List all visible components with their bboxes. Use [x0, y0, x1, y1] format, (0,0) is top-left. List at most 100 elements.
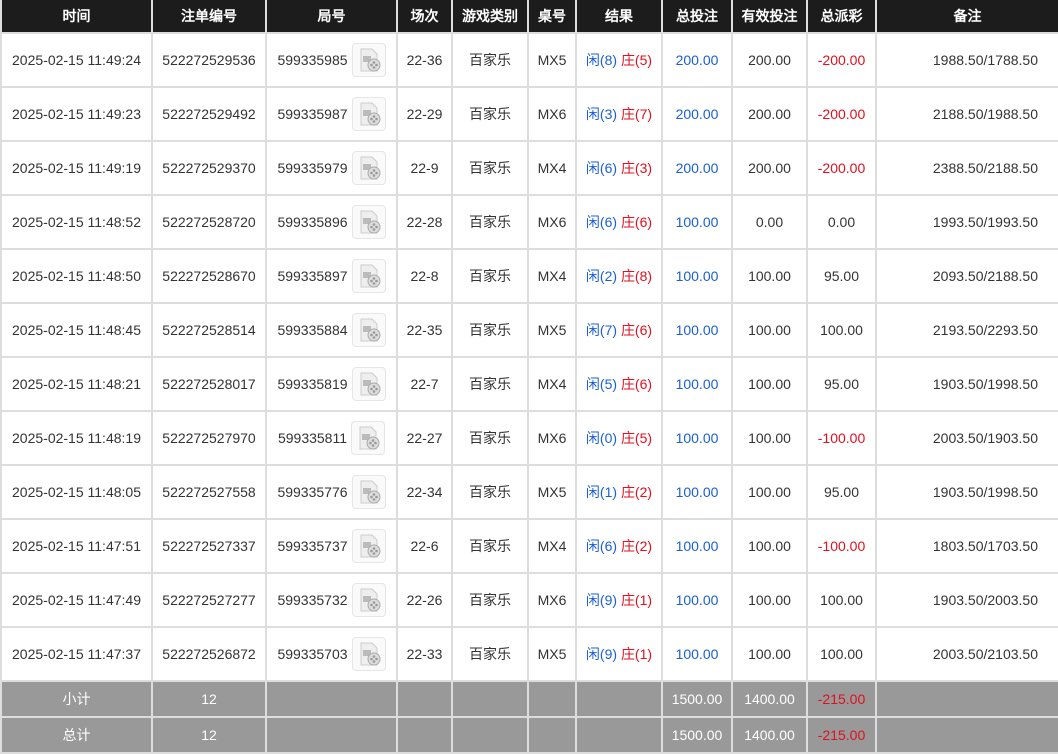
- cell-time: 2025-02-15 11:49:19: [0, 140, 153, 196]
- banker-result: 庄(1): [620, 592, 653, 608]
- cell-result: 闲(6) 庄(3): [575, 140, 663, 196]
- cell-result: 闲(0) 庄(5): [575, 410, 663, 466]
- cell-payout: 95.00: [806, 356, 877, 412]
- cell-time: 2025-02-15 11:49:23: [0, 86, 153, 142]
- cell-payout: 100.00: [806, 302, 877, 358]
- cell-shoe: 22-9: [396, 140, 453, 196]
- cell-round: 599335884: [265, 302, 398, 358]
- video-file-icon[interactable]: [351, 313, 386, 347]
- cell-bet-id: 522272528670: [151, 248, 267, 304]
- cell-bet-id: 522272527277: [151, 572, 267, 628]
- cell-result: 闲(9) 庄(1): [575, 572, 663, 628]
- cell-note: 2388.50/2188.50: [875, 140, 1058, 196]
- round-number: 599335987: [277, 106, 348, 122]
- table-row: 2025-02-15 11:48:52 522272528720 5993358…: [0, 194, 1058, 250]
- cell-shoe: 22-26: [396, 572, 453, 628]
- player-result: 闲(9): [585, 592, 618, 608]
- round-number: 599335703: [277, 646, 348, 662]
- cell-bet-id: 522272528017: [151, 356, 267, 412]
- player-result: 闲(5): [585, 376, 618, 392]
- cell-result: 闲(1) 庄(2): [575, 464, 663, 520]
- cell-round: 599335985: [265, 32, 398, 88]
- player-result: 闲(3): [585, 106, 618, 122]
- cell-total-bet: 100.00: [661, 464, 733, 520]
- cell-valid-bet: 0.00: [731, 194, 808, 250]
- cell-note: 1988.50/1788.50: [875, 32, 1058, 88]
- cell-table: MX6: [527, 410, 577, 466]
- cell-round: 599335819: [265, 356, 398, 412]
- video-file-icon[interactable]: [351, 205, 386, 239]
- table-row: 2025-02-15 11:49:24 522272529536 5993359…: [0, 32, 1058, 88]
- cell-total-bet: 100.00: [661, 194, 733, 250]
- subtotal-total-bet: 1500.00: [661, 680, 733, 718]
- cell-note: 2003.50/1903.50: [875, 410, 1058, 466]
- grandtotal-row: 总计 12 1500.00 1400.00 -215.00: [0, 716, 1058, 754]
- cell-time: 2025-02-15 11:47:51: [0, 518, 153, 574]
- cell-bet-id: 522272528514: [151, 302, 267, 358]
- banker-result: 庄(1): [620, 646, 653, 662]
- cell-payout: -100.00: [806, 518, 877, 574]
- cell-payout: 95.00: [806, 248, 877, 304]
- cell-game: 百家乐: [451, 518, 529, 574]
- cell-table: MX5: [527, 302, 577, 358]
- header-result: 结果: [575, 0, 663, 34]
- table-row: 2025-02-15 11:49:19 522272529370 5993359…: [0, 140, 1058, 196]
- cell-bet-id: 522272529370: [151, 140, 267, 196]
- cell-time: 2025-02-15 11:48:45: [0, 302, 153, 358]
- cell-bet-id: 522272529492: [151, 86, 267, 142]
- player-result: 闲(8): [585, 52, 618, 68]
- cell-payout: 100.00: [806, 626, 877, 682]
- cell-valid-bet: 100.00: [731, 518, 808, 574]
- cell-valid-bet: 100.00: [731, 626, 808, 682]
- banker-result: 庄(7): [620, 106, 653, 122]
- cell-result: 闲(6) 庄(2): [575, 518, 663, 574]
- cell-total-bet: 100.00: [661, 302, 733, 358]
- video-file-icon[interactable]: [351, 151, 386, 185]
- cell-game: 百家乐: [451, 572, 529, 628]
- video-file-icon[interactable]: [351, 583, 386, 617]
- player-result: 闲(6): [585, 538, 618, 554]
- cell-table: MX6: [527, 194, 577, 250]
- video-file-icon[interactable]: [351, 97, 386, 131]
- cell-total-bet: 100.00: [661, 572, 733, 628]
- grandtotal-label: 总计: [0, 716, 153, 754]
- cell-payout: -200.00: [806, 140, 877, 196]
- cell-shoe: 22-29: [396, 86, 453, 142]
- cell-valid-bet: 100.00: [731, 248, 808, 304]
- banker-result: 庄(5): [620, 52, 653, 68]
- header-valid-bet: 有效投注: [731, 0, 808, 34]
- video-file-icon[interactable]: [351, 421, 386, 455]
- subtotal-count: 12: [151, 680, 267, 718]
- cell-table: MX6: [527, 86, 577, 142]
- cell-round: 599335896: [265, 194, 398, 250]
- cell-payout: -100.00: [806, 410, 877, 466]
- cell-result: 闲(8) 庄(5): [575, 32, 663, 88]
- video-file-icon[interactable]: [351, 475, 386, 509]
- video-file-icon[interactable]: [351, 367, 386, 401]
- video-file-icon[interactable]: [351, 637, 386, 671]
- cell-shoe: 22-36: [396, 32, 453, 88]
- cell-bet-id: 522272529536: [151, 32, 267, 88]
- cell-total-bet: 100.00: [661, 356, 733, 412]
- cell-table: MX4: [527, 518, 577, 574]
- header-time: 时间: [0, 0, 153, 34]
- cell-time: 2025-02-15 11:47:49: [0, 572, 153, 628]
- banker-result: 庄(6): [620, 322, 653, 338]
- cell-table: MX4: [527, 248, 577, 304]
- video-file-icon[interactable]: [351, 259, 386, 293]
- cell-bet-id: 522272527970: [151, 410, 267, 466]
- video-file-icon[interactable]: [351, 529, 386, 563]
- table-row: 2025-02-15 11:48:05 522272527558 5993357…: [0, 464, 1058, 520]
- video-file-icon[interactable]: [351, 43, 386, 77]
- cell-time: 2025-02-15 11:48:52: [0, 194, 153, 250]
- cell-shoe: 22-28: [396, 194, 453, 250]
- grandtotal-payout: -215.00: [806, 716, 877, 754]
- banker-result: 庄(8): [620, 268, 653, 284]
- round-number: 599335896: [277, 214, 348, 230]
- cell-round: 599335732: [265, 572, 398, 628]
- table-header-row: 时间 注单编号 局号 场次 游戏类别 桌号 结果 总投注 有效投注 总派彩 备注: [0, 0, 1058, 34]
- cell-round: 599335776: [265, 464, 398, 520]
- header-shoe: 场次: [396, 0, 453, 34]
- cell-time: 2025-02-15 11:48:21: [0, 356, 153, 412]
